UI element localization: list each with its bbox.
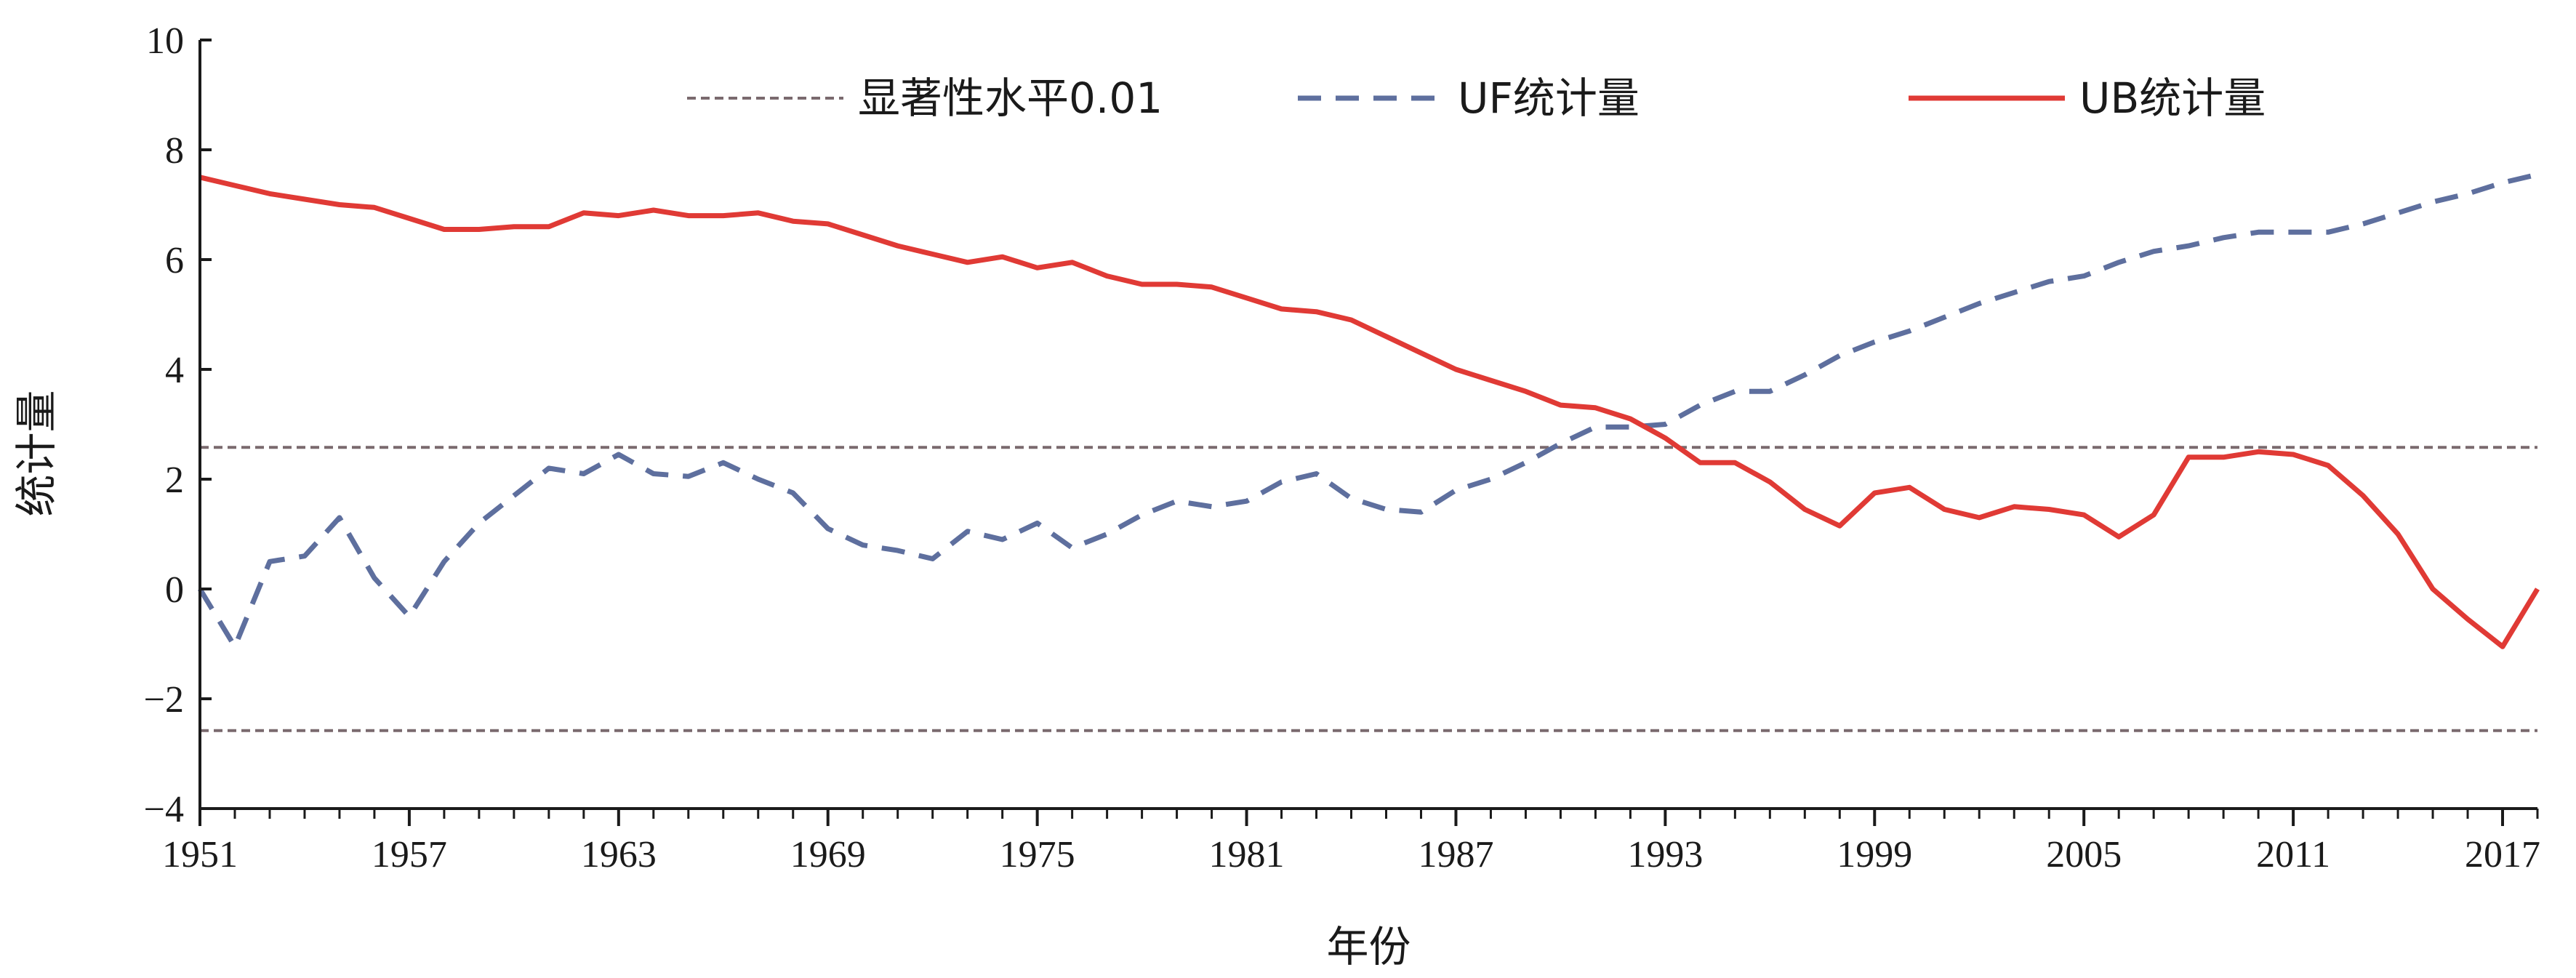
x-tick-label: 1987: [1418, 834, 1493, 875]
legend-uf: UF统计量: [1298, 73, 1640, 123]
y-tick-label: 6: [165, 240, 184, 281]
legend: 显著性水平0.01 UF统计量 UB统计量: [687, 73, 2266, 123]
legend-ub: UB统计量: [1909, 73, 2266, 123]
x-tick-label: 1963: [581, 834, 657, 875]
x-tick-label: 2005: [2046, 834, 2122, 875]
legend-uf-label: UF统计量: [1458, 73, 1640, 123]
x-tick-label: 1957: [372, 834, 447, 875]
y-tick-label: −2: [144, 679, 184, 721]
series-lines: [198, 172, 2540, 649]
series-line-uf: [198, 172, 2538, 649]
x-tick-label: 1999: [1837, 834, 1912, 875]
legend-ub-label: UB统计量: [2079, 73, 2266, 123]
legend-threshold-label: 显著性水平0.01: [858, 73, 1163, 123]
x-tick-label: 2017: [2465, 834, 2540, 875]
y-tick-label: 10: [146, 20, 184, 62]
x-tick-label: 1969: [790, 834, 866, 875]
y-tick-label: 0: [165, 569, 184, 611]
y-tick-label: 8: [165, 130, 184, 172]
y-tick-label: 4: [165, 350, 184, 391]
x-ticks: 1951 1957 1963 1969 1975 1981 1987 1993 1999 2005…: [162, 809, 2540, 875]
threshold-lines: [200, 446, 2537, 732]
x-axis-title: 年份: [1326, 922, 1411, 971]
x-tick-label: 1951: [162, 834, 238, 875]
y-tick-label: 2: [165, 460, 184, 501]
y-axis-title: 统计量: [12, 390, 61, 516]
y-ticks: 10 8 6 4 2 0 −2 −4: [144, 20, 212, 830]
series-line-ub: [199, 175, 2540, 649]
y-tick-label: −4: [144, 789, 184, 830]
axes: 1951 1957 1963 1969 1975 1981 1987 1993 1999 2005…: [144, 20, 2540, 875]
plot-area: [198, 172, 2540, 732]
x-tick-label: 2011: [2256, 834, 2330, 875]
x-tick-label: 1975: [1000, 834, 1075, 875]
x-tick-label: 1993: [1627, 834, 1703, 875]
legend-threshold: 显著性水平0.01: [687, 73, 1163, 123]
x-tick-label: 1981: [1209, 834, 1285, 875]
